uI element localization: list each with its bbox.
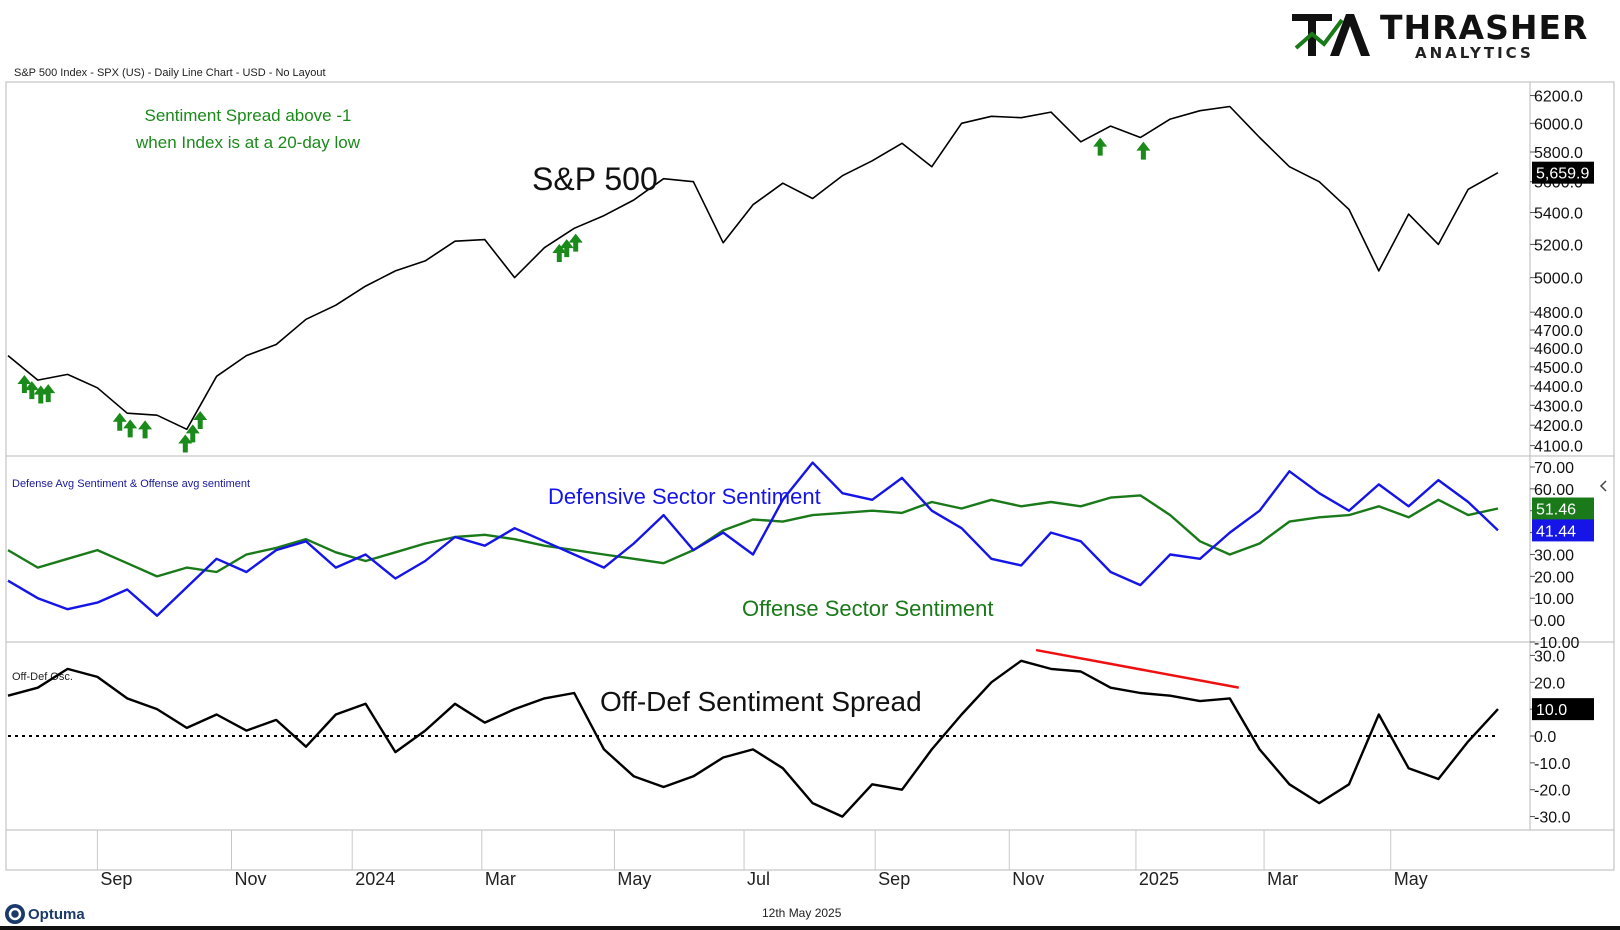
spread-last-value-bg	[1532, 698, 1594, 721]
signal-annotation-line1: Sentiment Spread above -1	[145, 106, 352, 125]
bottom-border	[0, 926, 1620, 930]
x-tick-label: Mar	[1267, 869, 1298, 889]
defense-last-value-bg	[1532, 519, 1594, 542]
x-tick-label: May	[617, 869, 651, 889]
y-tick-label: 5800.0	[1534, 145, 1583, 162]
chart-info-header: S&P 500 Index - SPX (US) - Daily Line Ch…	[14, 67, 326, 79]
offense-last-value: 51.46	[1536, 502, 1576, 519]
y-tick-label: 5200.0	[1534, 237, 1583, 254]
y-tick-label: 20.00	[1534, 569, 1574, 586]
sentiment-panel-title: Defense Avg Sentiment & Offense avg sent…	[12, 478, 250, 490]
optuma-logo-icon	[5, 904, 25, 924]
signal-annotation-line2: when Index is at a 20-day low	[135, 133, 361, 152]
y-tick-label: -20.0	[1534, 783, 1571, 800]
y-tick-label: 5400.0	[1534, 205, 1583, 222]
y-tick-label: 20.0	[1534, 675, 1565, 692]
x-tick-label: Mar	[485, 869, 516, 889]
defensive-series-label: Defensive Sector Sentiment	[548, 484, 821, 509]
footer-date: 12th May 2025	[762, 906, 842, 920]
offense-series-label: Offense Sector Sentiment	[742, 596, 994, 621]
x-tick-label: Jul	[747, 869, 770, 889]
x-tick-label: 2024	[355, 869, 395, 889]
y-tick-label: 30.00	[1534, 547, 1574, 564]
logo-brand-text: THRASHER	[1380, 8, 1589, 47]
offense-sentiment-line	[7, 494, 1499, 578]
signal-up-arrow-icon	[24, 381, 39, 400]
y-tick-label: 10.00	[1534, 591, 1574, 608]
defense-last-value: 41.44	[1536, 523, 1576, 540]
y-tick-label: 30.0	[1534, 648, 1565, 665]
signal-up-arrow-icon	[178, 434, 193, 453]
spread-heading: Off-Def Sentiment Spread	[600, 686, 922, 717]
y-tick-label: 0.00	[1534, 613, 1565, 630]
y-tick-label: 70.00	[1534, 460, 1574, 477]
y-tick-label: 4200.0	[1534, 418, 1583, 435]
signal-up-arrow-icon	[568, 233, 583, 252]
signal-up-arrow-icon	[17, 374, 32, 393]
y-tick-label: 5000.0	[1534, 271, 1583, 288]
spx-last-value-bg	[1532, 161, 1594, 184]
x-axis-frame	[5, 829, 1615, 871]
signal-up-arrow-icon	[1136, 141, 1151, 160]
divergence-trendline	[1035, 648, 1239, 689]
signal-up-arrow-icon	[185, 424, 200, 443]
y-tick-label: 60.00	[1534, 482, 1574, 499]
y-tick-label: 4500.0	[1534, 360, 1583, 377]
spread-last-value: 10.0	[1536, 702, 1567, 719]
spread-line	[7, 659, 1499, 818]
x-tick-label: Nov	[235, 869, 267, 889]
spx-line	[7, 105, 1499, 431]
signal-up-arrow-icon	[112, 412, 127, 431]
spx-title: S&P 500	[532, 161, 658, 197]
signal-up-arrow-icon	[552, 243, 567, 262]
y-tick-label: 4700.0	[1534, 323, 1583, 340]
x-tick-label: Sep	[878, 869, 910, 889]
thrasher-analytics-logo: THRASHER ANALYTICS	[1290, 6, 1590, 62]
signal-up-arrow-icon	[41, 384, 56, 403]
y-tick-label: -10.0	[1534, 756, 1571, 773]
x-tick-label: Nov	[1012, 869, 1044, 889]
y-tick-label: 4100.0	[1534, 439, 1583, 456]
y-tick-label: 6000.0	[1534, 116, 1583, 133]
y-tick-label: 4300.0	[1534, 398, 1583, 415]
signal-up-arrow-icon	[138, 420, 153, 439]
y-tick-label: -10.00	[1534, 635, 1579, 652]
ta-logo-icon	[1292, 14, 1370, 56]
signal-up-arrow-icon	[559, 239, 574, 258]
offense-last-value-bg	[1532, 497, 1594, 520]
logo-sub-text: ANALYTICS	[1415, 44, 1534, 62]
signal-up-arrow-icon	[193, 411, 208, 430]
y-tick-label: 6200.0	[1534, 89, 1583, 106]
y-tick-label: 4800.0	[1534, 305, 1583, 322]
optuma-brand-text: Optuma	[28, 906, 85, 923]
x-tick-label: Sep	[100, 869, 132, 889]
x-tick-label: May	[1394, 869, 1428, 889]
signal-up-arrow-icon	[123, 419, 138, 438]
y-tick-label: 4400.0	[1534, 379, 1583, 396]
collapse-chevron-icon	[1599, 480, 1607, 492]
spread-panel-title: Off-Def Osc.	[12, 671, 73, 683]
spx-last-value: 5,659.9	[1536, 166, 1589, 183]
defense-sentiment-line	[7, 461, 1499, 617]
x-tick-label: 2025	[1139, 869, 1179, 889]
signal-up-arrow-icon	[1093, 137, 1108, 156]
y-tick-label: -30.0	[1534, 810, 1571, 827]
y-tick-label: 4600.0	[1534, 341, 1583, 358]
y-tick-label: 0.0	[1534, 729, 1556, 746]
